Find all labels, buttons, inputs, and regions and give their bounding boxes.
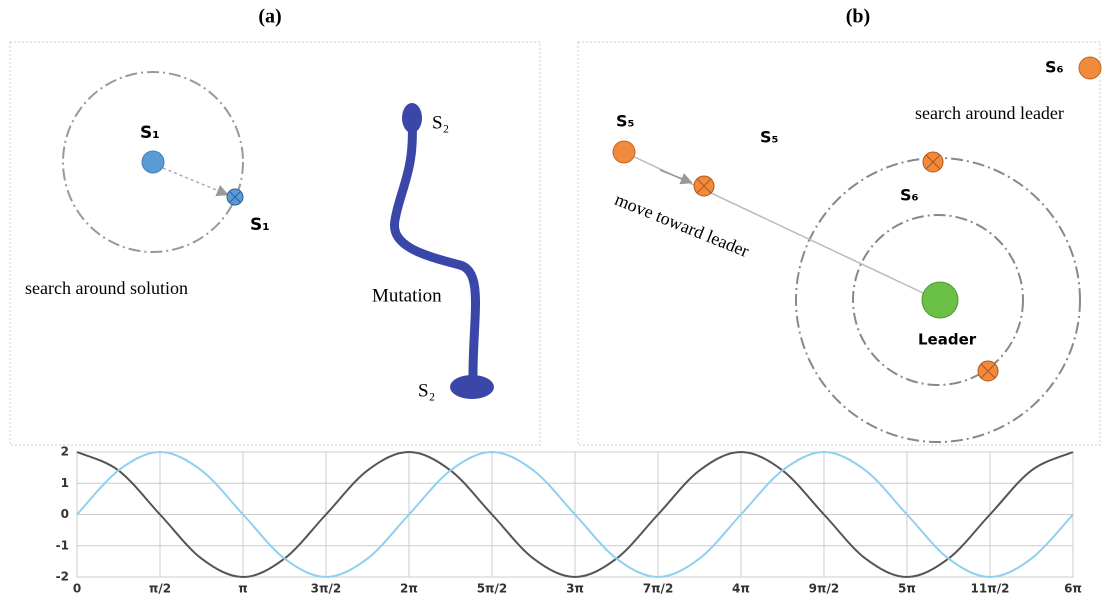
x-tick-label: 3π [566, 582, 584, 596]
curve [76, 450, 1074, 579]
endpoint [402, 103, 422, 133]
crossed-agent [693, 175, 715, 197]
x-tick-label: 6π [1064, 582, 1082, 596]
curve [76, 450, 1074, 579]
x-tick-label: 4π [732, 582, 750, 596]
inner-circle [852, 214, 1024, 386]
s5-label: S₅ [616, 112, 635, 131]
caption: search around solution [25, 278, 188, 298]
s1-label: S₁ [250, 215, 270, 235]
s5-label: S₅ [760, 128, 779, 147]
solution-dot [141, 150, 165, 174]
x-tick-label: 7π/2 [643, 582, 674, 596]
crossed-agent [922, 151, 944, 173]
y-tick-label: -2 [56, 570, 69, 584]
move-label: move toward leader [612, 189, 752, 261]
arrow [659, 169, 693, 185]
x-tick-label: 0 [73, 582, 81, 596]
panel-a: (a) S₁ S₁ search around solution S₂ S₂ M… [9, 6, 541, 446]
s6-label: S₆ [900, 186, 919, 205]
leader-label: Leader [918, 331, 977, 349]
panel-label: (b) [846, 6, 870, 28]
search-circle [62, 71, 244, 253]
s2-label: S₂ [418, 380, 435, 401]
leader-dot [921, 281, 959, 319]
caption: search around leader [915, 103, 1064, 123]
s1-label: S₁ [140, 123, 160, 143]
s6-label: S₆ [1045, 58, 1064, 77]
endpoint [450, 375, 494, 399]
wave-chart: 0 π/2 π 3π/2 2π 5π/2 3π 7π/2 4π 9π/2 5π 11π/2 6π210-… [56, 445, 1082, 596]
x-tick-label: 5π/2 [477, 582, 508, 596]
x-tick-label: 5π [898, 582, 916, 596]
panel-frame [9, 41, 541, 446]
x-tick-label: π/2 [149, 582, 171, 596]
y-tick-label: 0 [61, 507, 69, 521]
y-tick-label: -1 [56, 538, 69, 552]
y-tick-label: 2 [61, 445, 69, 459]
mutation-path [390, 117, 480, 389]
mutation-label: Mutation [372, 285, 442, 306]
panel-label: (a) [258, 6, 281, 28]
panel-frame [577, 41, 1101, 446]
s2-label: S₂ [432, 112, 449, 133]
arrow [162, 167, 229, 197]
crossed-agent [977, 360, 999, 382]
x-tick-label: 2π [400, 582, 418, 596]
x-tick-label: 9π/2 [809, 582, 840, 596]
new-solution [226, 188, 244, 206]
agent-dot [1078, 56, 1102, 80]
x-tick-label: π [238, 582, 248, 596]
y-tick-label: 1 [61, 476, 69, 490]
x-tick-label: 11π/2 [971, 582, 1010, 596]
agent-dot [612, 140, 636, 164]
x-tick-label: 3π/2 [311, 582, 342, 596]
panel-b: (b) S₅ S₅ S₆ S₆ search around leader mov… [577, 6, 1102, 446]
